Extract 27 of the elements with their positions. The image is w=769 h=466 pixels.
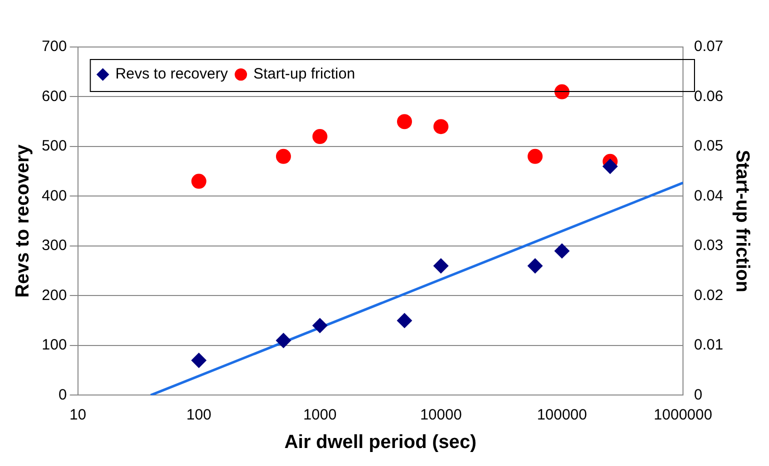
x-tick-label: 10	[69, 406, 86, 424]
y-tick-label: 300	[42, 237, 67, 254]
x-axis-title: Air dwell period (sec)	[284, 432, 476, 453]
y2-tick-label: 0.02	[694, 286, 724, 304]
y2-axis-title: Start-up friction	[731, 150, 752, 292]
y2-tick-label: 0.01	[694, 336, 724, 354]
y2-tick-label: 0.05	[694, 138, 724, 155]
y-tick-label: 500	[42, 138, 67, 155]
x-tick-label: 100	[186, 406, 212, 424]
y-tick-label: 400	[42, 187, 67, 204]
y-tick-label: 0	[58, 386, 67, 404]
y-axis-title: Revs to recovery	[12, 144, 34, 298]
x-tick-label: 100000	[536, 406, 587, 424]
legend-label: Start-up friction	[253, 66, 356, 83]
x-tick-label: 1000	[303, 406, 337, 424]
y-tick-label: 700	[42, 38, 67, 56]
x-tick-label: 1000000	[654, 406, 712, 424]
y-tick-label: 100	[42, 336, 67, 354]
y2-tick-label: 0.04	[694, 187, 724, 204]
y2-tick-label: 0.06	[694, 88, 724, 105]
legend-label: Revs to recovery	[115, 66, 228, 83]
x-tick-label: 10000	[420, 406, 462, 424]
y-tick-label: 600	[42, 88, 67, 105]
y2-tick-label: 0.03	[694, 237, 724, 254]
y2-tick-label: 0	[694, 386, 702, 404]
y2-tick-label: 0.07	[694, 38, 724, 56]
y-tick-label: 200	[42, 286, 67, 304]
